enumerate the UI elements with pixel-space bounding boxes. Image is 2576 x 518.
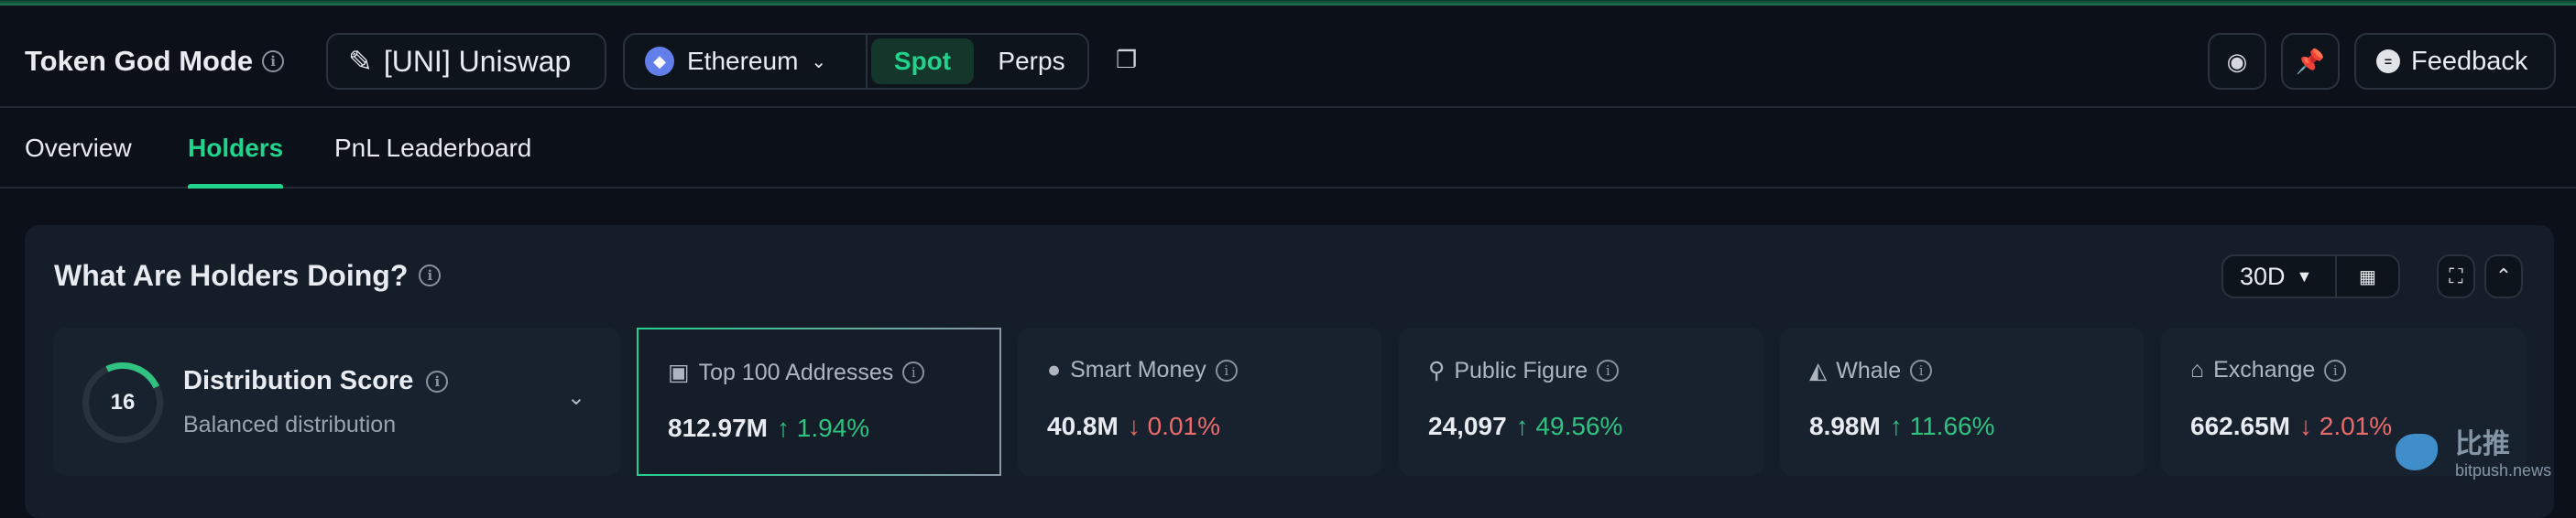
arrow-up-icon: ↑ <box>776 414 790 442</box>
bitpush-bird-logo <box>2396 434 2438 470</box>
card-label: Exchange <box>2213 357 2316 383</box>
watermark-cn: 比推 <box>2455 429 2510 459</box>
card-change: 2.01% <box>2319 412 2393 440</box>
arrow-up-icon: ↑ <box>1889 412 1903 440</box>
fullscreen-button[interactable]: ⛶ <box>2437 254 2475 298</box>
pencil-icon: ✎ <box>348 45 373 78</box>
tab-overview[interactable]: Overview <box>25 134 132 162</box>
sunglasses-icon: ● <box>1047 357 1062 383</box>
top-accent-line <box>0 0 2576 5</box>
chain-label: Ethereum <box>687 47 799 75</box>
info-icon[interactable]: i <box>2324 359 2347 382</box>
tab-pnl-leaderboard[interactable]: PnL Leaderboard <box>334 134 532 162</box>
pin-icon: 📌 <box>2295 47 2326 75</box>
collapse-button[interactable]: ⌃ <box>2484 254 2523 298</box>
pin-button[interactable]: 📌 <box>2281 33 2340 90</box>
panel-title-text: What Are Holders Doing? <box>54 258 409 292</box>
score-value: 16 <box>110 390 136 415</box>
tab-holders[interactable]: Holders <box>188 128 284 189</box>
distribution-score-card[interactable]: 16 Distribution Score i Balanced distribu… <box>53 328 620 476</box>
calendar-icon[interactable]: ▦ <box>2359 266 2376 287</box>
arrow-down-icon: ↓ <box>1127 412 1141 440</box>
person-icon: ⚲ <box>1428 358 1446 383</box>
chat-icon: = <box>2376 49 2400 73</box>
feedback-label: Feedback <box>2411 46 2528 76</box>
card-label: Top 100 Addresses <box>698 359 894 385</box>
chain-dropdown[interactable]: ◆ Ethereum ⌄ <box>625 35 868 88</box>
info-icon[interactable]: i <box>426 370 449 393</box>
card-value: 812.97M <box>668 414 768 442</box>
card-label: Public Figure <box>1454 357 1588 383</box>
card-value: 40.8M <box>1047 412 1119 440</box>
arrow-down-icon: ↓ <box>2298 412 2312 440</box>
title-text: Token God Mode <box>25 45 254 77</box>
distribution-title: Distribution Score i <box>183 366 449 396</box>
card-smart-money[interactable]: ● Smart Money i 40.8M ↓ 0.01% <box>1018 328 1381 476</box>
range-value: 30D <box>2240 262 2286 290</box>
card-change: 1.94% <box>796 414 870 442</box>
card-value: 662.65M <box>2190 412 2290 440</box>
chevron-down-icon[interactable]: ⌄ <box>566 385 585 410</box>
expand-icon: ⛶ <box>2449 264 2463 287</box>
card-top-100-addresses[interactable]: ▣ Top 100 Addresses i 812.97M ↑ 1.94% <box>637 328 1001 476</box>
feedback-button[interactable]: = Feedback <box>2354 33 2556 90</box>
card-whale[interactable]: ◭ Whale i 8.98M ↑ 11.66% <box>1780 328 2144 476</box>
card-exchange[interactable]: ⌂ Exchange i 662.65M ↓ 2.01% <box>2161 328 2526 476</box>
distribution-title-text: Distribution Score <box>183 366 414 395</box>
perps-toggle[interactable]: Perps <box>998 47 1065 75</box>
copy-icon[interactable]: ❐ <box>1116 45 1138 73</box>
caret-down-icon: ▼ <box>2296 266 2313 286</box>
score-ring: 16 <box>82 362 163 443</box>
whale-icon: ◭ <box>1809 358 1828 383</box>
arrow-up-icon: ↑ <box>1515 412 1529 440</box>
info-icon[interactable]: i <box>1597 360 1620 382</box>
range-control: 30D ▼ ▦ <box>2221 254 2400 298</box>
spot-toggle[interactable]: Spot <box>871 38 974 84</box>
chain-mode-group: ◆ Ethereum ⌄ Spot Perps <box>623 33 1089 90</box>
info-icon[interactable]: i <box>1215 359 1238 382</box>
card-value: 8.98M <box>1809 412 1881 440</box>
info-icon[interactable]: i <box>902 362 925 383</box>
watermark-site: bitpush.news <box>2455 461 2552 480</box>
page-title: Token God Mode i <box>25 38 285 84</box>
distribution-subtitle: Balanced distribution <box>183 412 397 437</box>
range-dropdown[interactable]: 30D ▼ <box>2223 256 2337 297</box>
card-value: 24,097 <box>1428 412 1507 440</box>
card-change: 49.56% <box>1535 412 1623 440</box>
watermark: 比推 bitpush.news <box>2391 429 2552 480</box>
card-change: 0.01% <box>1147 412 1221 440</box>
header: Token God Mode i ✎ [UNI] Uniswap ◆ Ether… <box>0 5 2576 108</box>
info-icon[interactable]: i <box>1910 360 1933 382</box>
holders-panel: What Are Holders Doing? i 30D ▼ ▦ ⛶ ⌃ 16… <box>25 225 2554 518</box>
chevron-down-icon: ⌄ <box>811 51 827 72</box>
eye-icon: ◉ <box>2226 47 2248 75</box>
card-label: Whale <box>1836 357 1902 383</box>
token-label: [UNI] Uniswap <box>383 44 572 78</box>
card-public-figure[interactable]: ⚲ Public Figure i 24,097 ↑ 49.56% <box>1399 328 1763 476</box>
card-label: Smart Money <box>1070 357 1206 383</box>
token-selector-button[interactable]: ✎ [UNI] Uniswap <box>326 33 606 90</box>
info-icon[interactable]: i <box>419 264 442 286</box>
watch-button[interactable]: ◉ <box>2208 33 2266 90</box>
card-change: 11.66% <box>1909 412 1995 440</box>
chevron-up-icon: ⌃ <box>2494 264 2513 287</box>
panel-title: What Are Holders Doing? i <box>54 256 442 295</box>
ethereum-icon: ◆ <box>645 47 674 76</box>
money-icon: ▣ <box>668 360 690 385</box>
bank-icon: ⌂ <box>2190 357 2205 383</box>
tab-bar: Overview Holders PnL Leaderboard <box>0 108 2576 189</box>
info-icon[interactable]: i <box>262 50 285 72</box>
